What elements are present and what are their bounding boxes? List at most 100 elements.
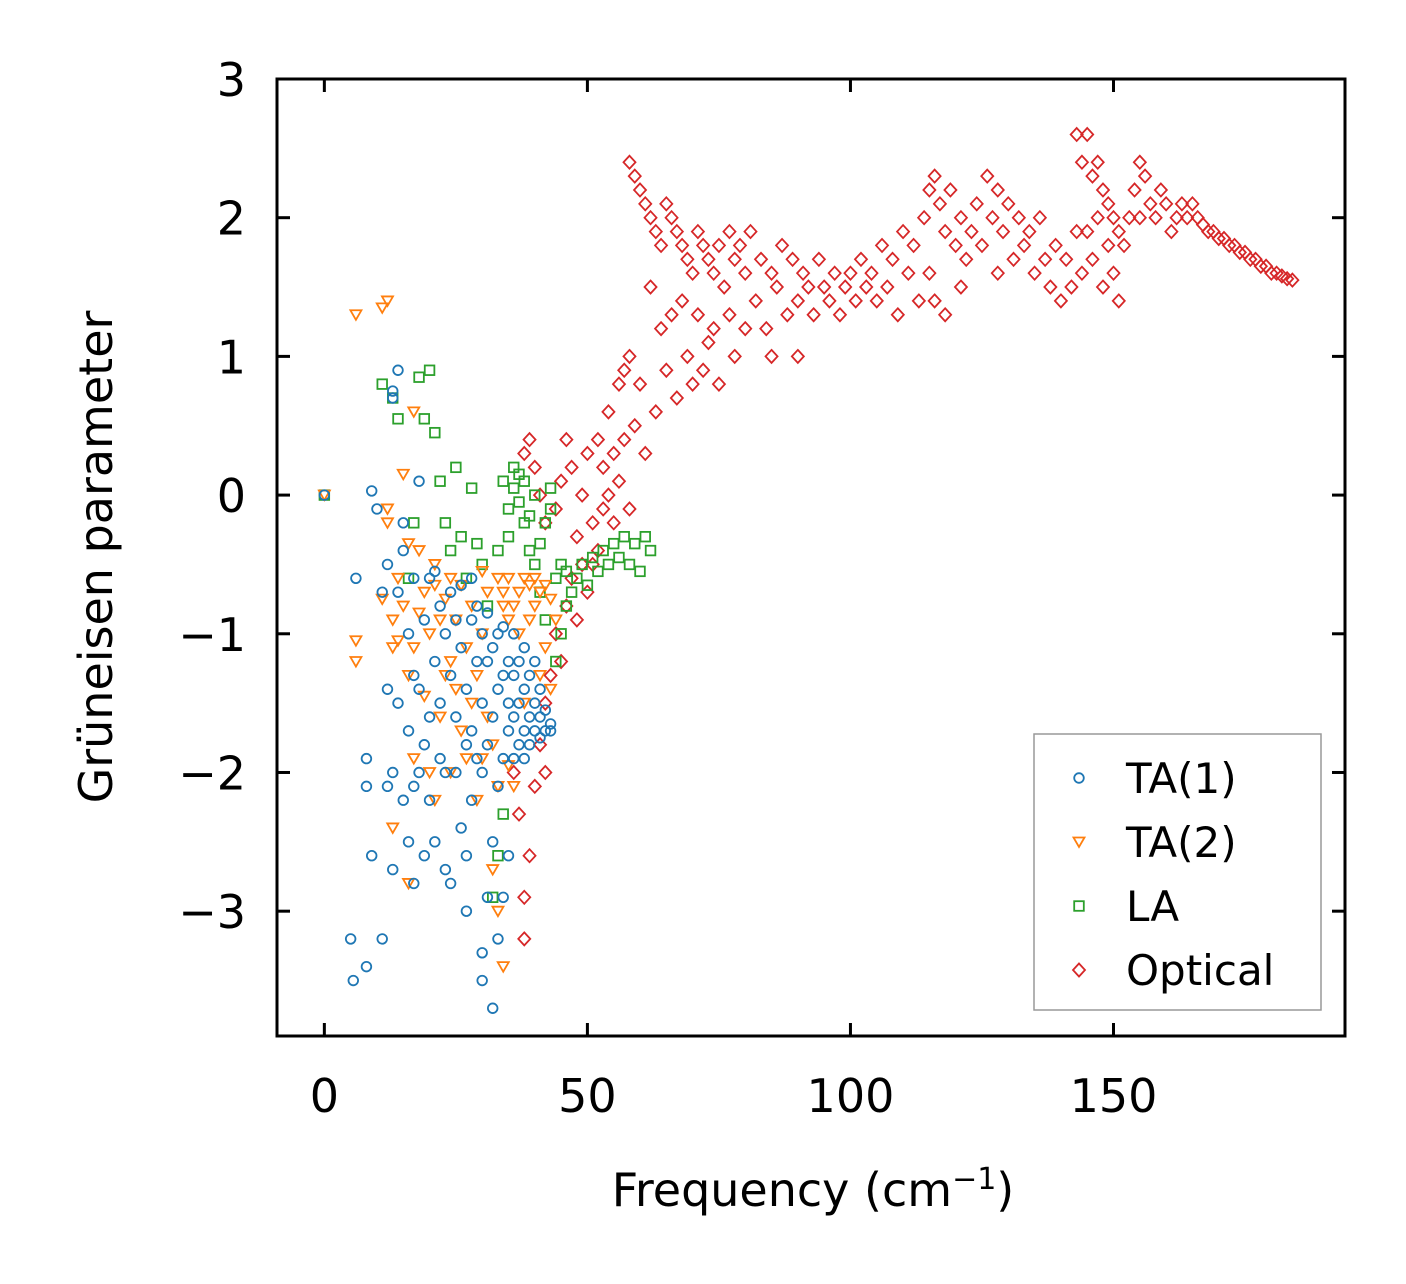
data-point — [518, 641, 530, 654]
data-point — [443, 656, 458, 669]
data-point — [408, 572, 420, 585]
data-point — [622, 154, 637, 171]
data-point — [455, 579, 467, 591]
data-point — [1095, 279, 1111, 295]
data-point — [527, 459, 543, 476]
data-point — [454, 725, 469, 738]
data-point — [685, 376, 700, 392]
data-point — [350, 572, 362, 585]
data-point — [901, 265, 916, 282]
data-point — [380, 295, 395, 308]
data-point — [695, 237, 711, 254]
data-point — [513, 496, 525, 508]
data-point — [1174, 195, 1190, 212]
legend-marker-circle-icon — [1073, 772, 1085, 784]
data-point — [365, 485, 378, 497]
legend-label: TA(1) — [1125, 754, 1237, 803]
data-point — [387, 863, 399, 876]
data-point — [422, 628, 437, 641]
data-point — [550, 572, 562, 585]
data-point — [632, 376, 648, 392]
data-point — [706, 265, 721, 282]
data-point — [576, 558, 588, 571]
data-point — [518, 475, 530, 487]
data-point — [492, 849, 504, 862]
data-point — [522, 847, 537, 864]
data-point — [680, 348, 695, 365]
data-point — [427, 559, 442, 572]
data-point — [380, 517, 395, 530]
data-point — [848, 293, 863, 309]
data-point — [1127, 182, 1142, 198]
data-point — [569, 612, 585, 628]
data-point — [371, 503, 383, 515]
data-point — [492, 683, 504, 695]
data-point — [485, 739, 500, 752]
data-point — [347, 974, 359, 987]
data-point — [581, 579, 594, 591]
data-point — [1179, 209, 1195, 226]
data-point — [471, 752, 483, 765]
data-point — [487, 641, 499, 654]
data-point — [538, 764, 553, 781]
data-point — [743, 223, 758, 240]
data-point — [555, 628, 567, 640]
data-point — [532, 736, 548, 753]
data-point — [375, 593, 390, 606]
data-point — [487, 891, 499, 904]
data-point — [375, 302, 390, 315]
data-point — [460, 683, 473, 695]
data-point — [502, 503, 515, 515]
data-point — [748, 293, 763, 309]
data-point — [381, 558, 394, 571]
data-point — [611, 376, 627, 392]
data-point — [387, 392, 399, 404]
data-point — [1137, 168, 1153, 184]
data-point — [1085, 251, 1100, 268]
data-point — [527, 572, 542, 586]
data-point — [385, 642, 400, 655]
data-point — [485, 864, 500, 877]
data-point — [669, 223, 685, 240]
data-point — [518, 725, 530, 737]
data-point — [429, 565, 441, 578]
data-point — [476, 558, 488, 571]
data-point — [1285, 272, 1300, 288]
data-point — [643, 279, 658, 295]
data-point — [523, 711, 536, 723]
data-point — [423, 711, 436, 723]
data-point — [795, 265, 811, 282]
data-point — [1079, 223, 1095, 240]
data-point — [716, 279, 732, 295]
data-point — [623, 558, 636, 571]
data-point — [480, 586, 495, 599]
data-point — [532, 487, 548, 503]
data-point — [1158, 195, 1174, 212]
data-point — [439, 517, 452, 529]
data-point — [408, 669, 420, 682]
data-point — [1037, 251, 1053, 268]
data-point — [916, 209, 932, 226]
data-point — [397, 517, 409, 529]
data-point — [727, 251, 742, 268]
data-point — [469, 794, 484, 808]
data-point — [444, 877, 457, 890]
data-point — [764, 348, 779, 365]
data-point — [529, 558, 541, 571]
data-point — [513, 697, 525, 709]
data-point — [974, 237, 990, 254]
data-point — [602, 558, 615, 571]
data-point — [455, 530, 467, 543]
data-point — [459, 753, 474, 766]
data-point — [522, 579, 537, 593]
data-point — [502, 530, 515, 543]
data-point — [464, 600, 479, 613]
data-point — [922, 182, 937, 198]
data-point — [1132, 209, 1148, 226]
x-tick-label: 150 — [1070, 1069, 1158, 1123]
data-point — [460, 905, 473, 917]
data-point — [318, 489, 331, 501]
data-point — [685, 265, 700, 282]
data-point — [1079, 126, 1095, 143]
data-point — [513, 739, 525, 751]
